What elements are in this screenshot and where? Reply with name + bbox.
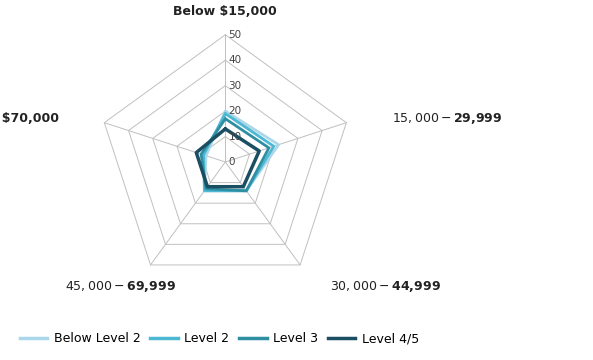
- Text: 20: 20: [228, 106, 241, 116]
- Text: At or above $70,000: At or above $70,000: [0, 112, 59, 125]
- Text: 40: 40: [228, 55, 241, 65]
- Text: 10: 10: [228, 131, 241, 141]
- Text: $45,000-$69,999: $45,000-$69,999: [65, 279, 176, 294]
- Text: 50: 50: [228, 30, 241, 40]
- Text: $15,000-$29,999: $15,000-$29,999: [392, 111, 502, 126]
- Text: Below $15,000: Below $15,000: [174, 5, 277, 18]
- Text: 30: 30: [228, 81, 241, 91]
- Text: 0: 0: [228, 157, 235, 167]
- Text: $30,000-$44,999: $30,000-$44,999: [330, 279, 441, 294]
- Legend: Below Level 2, Level 2, Level 3, Level 4/5: Below Level 2, Level 2, Level 3, Level 4…: [15, 327, 424, 350]
